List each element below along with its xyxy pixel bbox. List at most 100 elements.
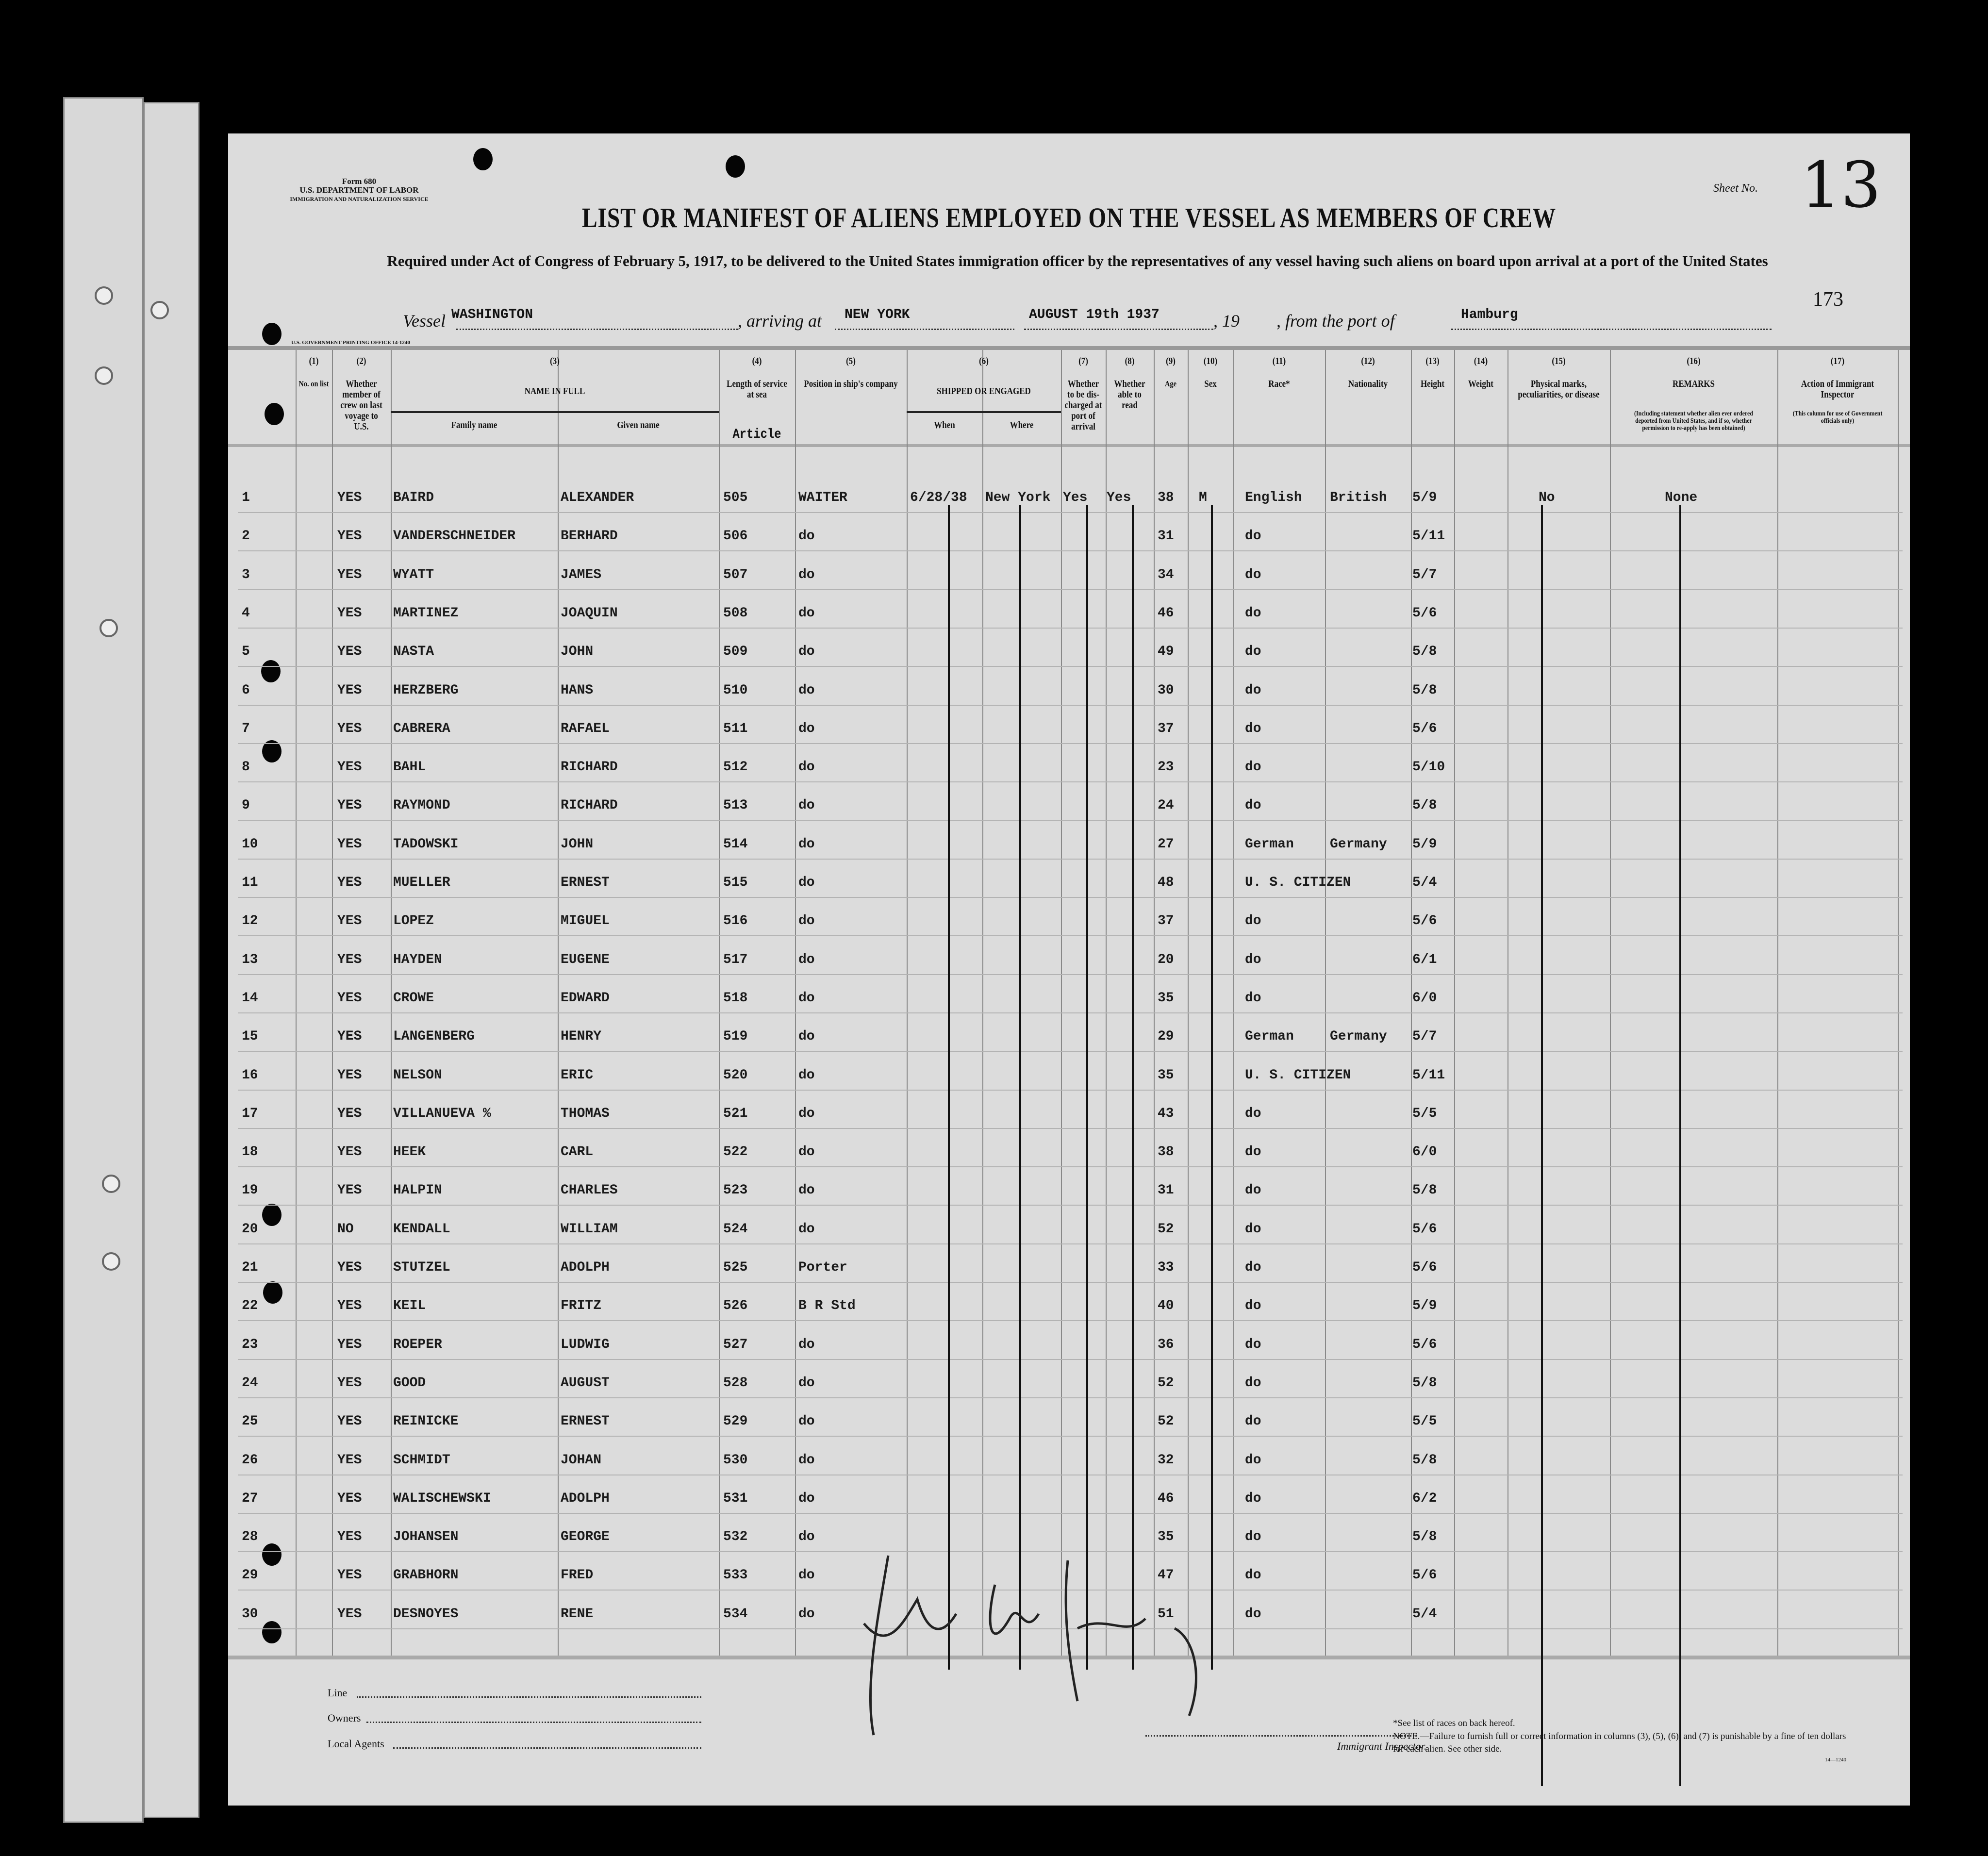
position: do xyxy=(798,952,815,967)
position: do xyxy=(798,760,815,775)
race: do xyxy=(1245,913,1261,929)
family-name: JOHANSEN xyxy=(393,1529,459,1545)
crew-last-voyage: YES xyxy=(337,644,362,660)
position: B R Std xyxy=(798,1298,856,1314)
column-rule xyxy=(982,350,983,1656)
height: 5/6 xyxy=(1412,913,1437,929)
position: do xyxy=(798,1067,815,1083)
form-number: Form 680 xyxy=(342,177,377,186)
row-rule xyxy=(238,550,1903,552)
row-number: 16 xyxy=(242,1067,258,1083)
position: do xyxy=(798,644,815,660)
age: 52 xyxy=(1158,1221,1174,1237)
row-number: 26 xyxy=(242,1452,258,1468)
family-name: HAYDEN xyxy=(393,952,442,967)
row-number: 14 xyxy=(242,990,258,1006)
service-length: 534 xyxy=(723,1606,748,1622)
given-name: CARL xyxy=(561,1144,594,1160)
race: U. S. CITIZEN xyxy=(1245,1067,1351,1083)
stamp-number: 173 xyxy=(1813,288,1843,311)
age: 38 xyxy=(1158,1144,1174,1160)
family-name: HALPIN xyxy=(393,1183,442,1198)
race: do xyxy=(1245,760,1261,775)
family-name: RAYMOND xyxy=(393,798,450,813)
left-binding-strip-2 xyxy=(143,102,199,1818)
crew-last-voyage: YES xyxy=(337,605,362,621)
row-rule xyxy=(238,1205,1903,1206)
punch-hole xyxy=(262,1621,282,1643)
column-rule xyxy=(795,350,796,1656)
position: do xyxy=(798,605,815,621)
height: 5/5 xyxy=(1412,1414,1437,1429)
shipped-where: New York xyxy=(985,490,1051,505)
height: 5/6 xyxy=(1412,1260,1437,1275)
position: do xyxy=(798,836,815,852)
column-rule xyxy=(1610,350,1611,1656)
race: do xyxy=(1245,1221,1261,1237)
sheet-number: 13 xyxy=(1801,148,1881,222)
race: do xyxy=(1245,1337,1261,1352)
age: 38 xyxy=(1158,490,1174,505)
printing-office: U.S. GOVERNMENT PRINTING OFFICE 14-1240 xyxy=(291,340,410,346)
sex: M xyxy=(1199,490,1207,505)
given-name: JOHN xyxy=(561,836,594,852)
punch-hole xyxy=(261,660,281,682)
crew-last-voyage: YES xyxy=(337,836,362,852)
crew-last-voyage: YES xyxy=(337,1529,362,1545)
position: do xyxy=(798,1606,815,1622)
column-header: Race* xyxy=(1268,379,1290,389)
row-rule xyxy=(238,858,1903,860)
row-rule xyxy=(238,1397,1903,1398)
vessel-label: Vessel xyxy=(403,311,446,331)
column-number: (13) xyxy=(1425,356,1440,366)
service-length: 505 xyxy=(723,490,748,505)
column-header: Age xyxy=(1164,379,1177,388)
height: 5/7 xyxy=(1412,1029,1437,1044)
column-rule xyxy=(1233,350,1234,1656)
inspector-label: Immigrant Inspector. xyxy=(1337,1740,1427,1752)
age: 47 xyxy=(1158,1568,1174,1583)
age: 46 xyxy=(1158,1491,1174,1506)
column-rule xyxy=(558,350,559,1656)
column-number: (10) xyxy=(1203,356,1218,366)
column-number: (12) xyxy=(1361,356,1375,366)
service-length: 530 xyxy=(723,1452,748,1468)
crew-last-voyage: YES xyxy=(337,682,362,698)
given-name: FRITZ xyxy=(561,1298,602,1314)
column-rule xyxy=(719,350,720,1656)
row-number: 30 xyxy=(242,1606,258,1622)
race: do xyxy=(1245,1568,1261,1583)
row-number: 1 xyxy=(242,490,250,505)
column-header: Whether to be dis-charged at port of arr… xyxy=(1064,379,1102,432)
crew-last-voyage: YES xyxy=(337,875,362,890)
family-name: GRABHORN xyxy=(393,1568,459,1583)
vessel-value: WASHINGTON xyxy=(451,307,533,322)
family-name: TADOWSKI xyxy=(393,836,459,852)
given-name: RENE xyxy=(561,1606,594,1622)
given-name: ERIC xyxy=(561,1067,594,1083)
race: U. S. CITIZEN xyxy=(1245,875,1351,890)
row-number: 15 xyxy=(242,1029,258,1044)
column-header: Weight xyxy=(1468,379,1493,389)
crew-last-voyage: YES xyxy=(337,798,362,813)
service-length: 506 xyxy=(723,529,748,544)
age: 37 xyxy=(1158,721,1174,736)
column-rule xyxy=(391,350,392,1656)
crew-last-voyage: YES xyxy=(337,990,362,1006)
age: 24 xyxy=(1158,798,1174,813)
column-rule xyxy=(907,350,908,1656)
discharged: Yes xyxy=(1063,490,1088,505)
family-name: VANDERSCHNEIDER xyxy=(393,529,516,544)
service-length: 513 xyxy=(723,798,748,813)
race: do xyxy=(1245,567,1261,582)
column-rule xyxy=(1154,350,1155,1656)
given-name: ERNEST xyxy=(561,875,610,890)
age: 20 xyxy=(1158,952,1174,967)
position: do xyxy=(798,1491,815,1506)
row-number: 5 xyxy=(242,644,250,660)
row-rule xyxy=(238,1436,1903,1437)
row-rule xyxy=(238,1051,1903,1052)
family-name: NASTA xyxy=(393,644,434,660)
given-name: ERNEST xyxy=(561,1414,610,1429)
age: 23 xyxy=(1158,760,1174,775)
